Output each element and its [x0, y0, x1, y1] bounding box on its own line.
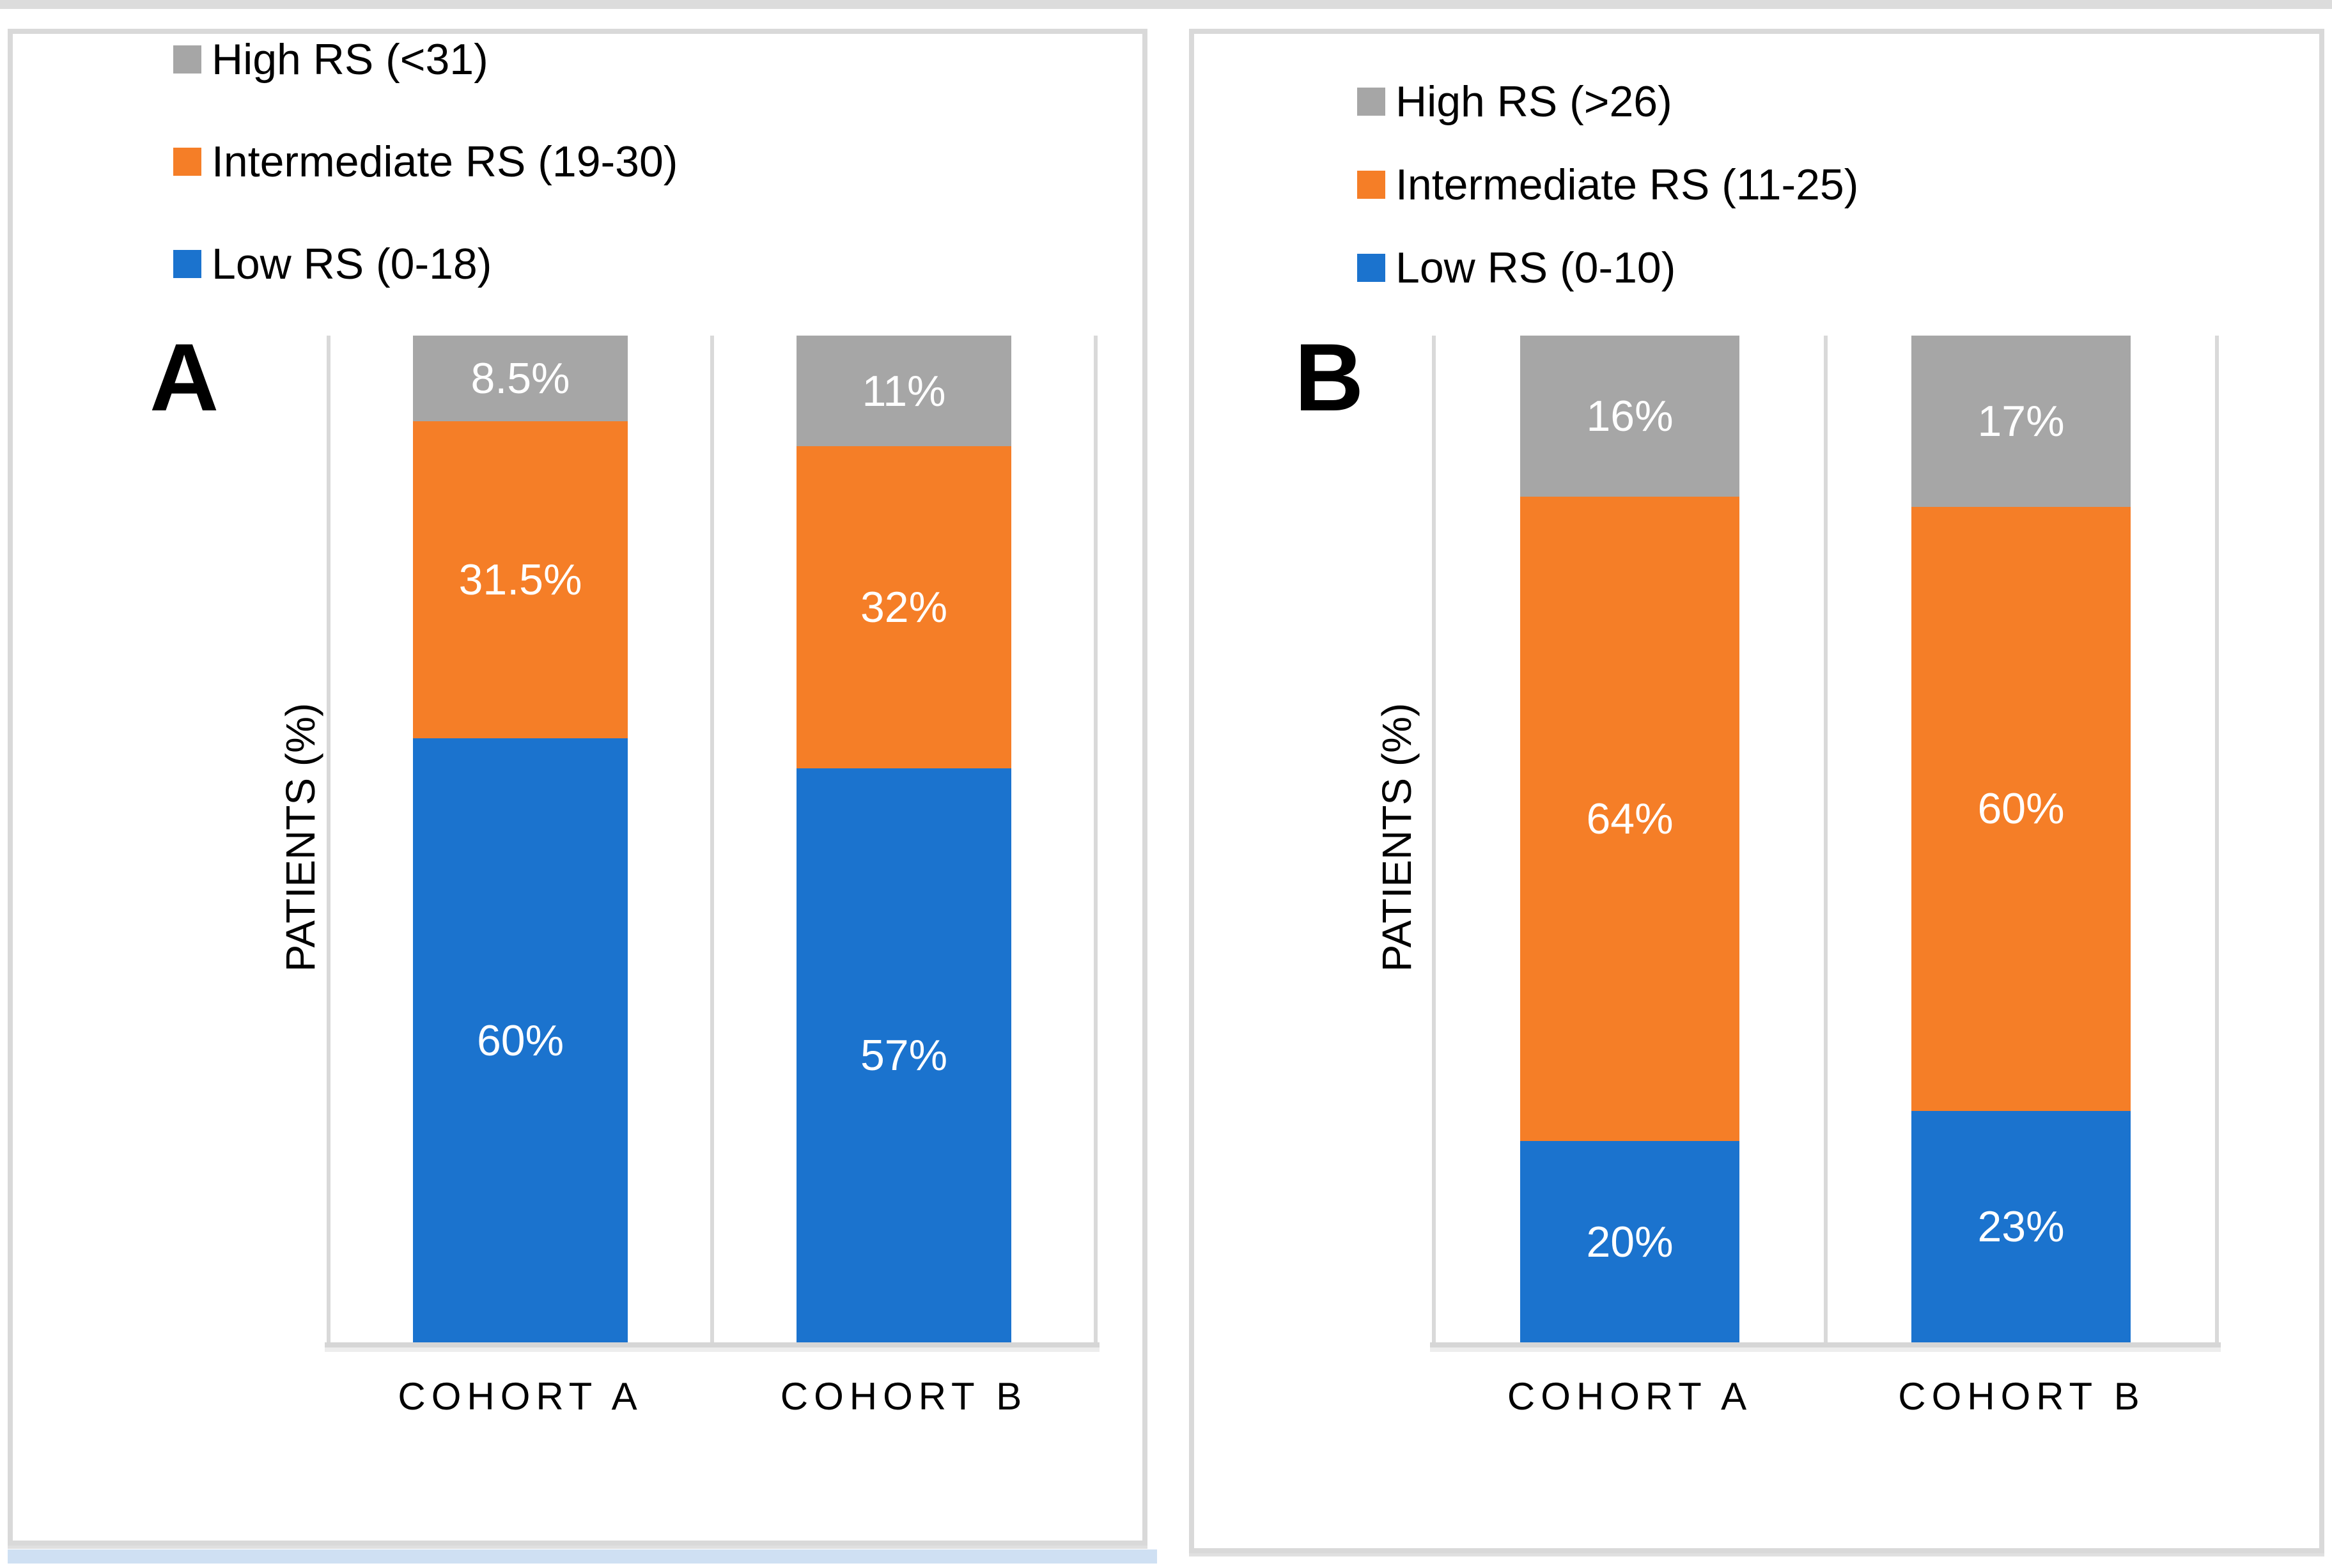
category-label: COHORT A: [1507, 1375, 1753, 1418]
legend-label: Low RS (0-18): [212, 240, 492, 288]
data-label: 60%: [476, 1016, 564, 1065]
legend-item: Low RS (0-10): [1357, 242, 1675, 293]
data-label: 16%: [1586, 392, 1674, 440]
legend-item: Intermediate RS (11-25): [1357, 159, 1858, 210]
legend-item: High RS (>26): [1357, 76, 1672, 127]
legend-item: Intermediate RS (19-30): [173, 136, 678, 187]
legend-swatch-icon: [173, 148, 201, 176]
legend-swatch-icon: [1357, 171, 1385, 199]
x-axis-line: [1430, 1342, 2221, 1347]
x-axis-line: [325, 1342, 1100, 1347]
bar-segment: 60%: [413, 738, 628, 1342]
stacked-bar-cohort-a: 20% 64% 16%: [1520, 336, 1739, 1342]
legend-swatch-icon: [1357, 254, 1385, 282]
legend-item: High RS (<31): [173, 34, 488, 85]
data-label: 11%: [862, 366, 946, 415]
stacked-bar-cohort-a: 60% 31.5% 8.5%: [413, 336, 628, 1342]
category-separator-gridline: [1824, 336, 1828, 1342]
data-label: 31.5%: [458, 555, 582, 604]
plot-area: 60% 31.5% 8.5% 57% 32% 11%: [325, 336, 1100, 1347]
data-label: 57%: [860, 1031, 948, 1080]
data-label: 17%: [1977, 396, 2065, 446]
legend-swatch-icon: [173, 45, 201, 74]
bar-segment: 64%: [1520, 497, 1739, 1141]
figure-panel-a: High RS (<31) Intermediate RS (19-30) Low …: [8, 29, 1147, 1546]
legend-label: High RS (<31): [212, 35, 488, 84]
bar-segment: 20%: [1520, 1141, 1739, 1342]
legend-label: Intermediate RS (11-25): [1395, 160, 1859, 209]
bar-segment: 32%: [797, 446, 1011, 769]
bar-segment: 11%: [797, 336, 1011, 447]
plot-area: 20% 64% 16% 23% 60% 17%: [1430, 336, 2221, 1347]
legend-label: High RS (>26): [1395, 77, 1672, 126]
bar-segment: 8.5%: [413, 336, 628, 421]
bottom-highlight-strip: [8, 1549, 1157, 1564]
data-label: 8.5%: [470, 353, 570, 403]
bar-segment: 23%: [1911, 1110, 2131, 1342]
category-label: COHORT A: [398, 1375, 643, 1418]
bar-segment: 31.5%: [413, 421, 628, 738]
bar-segment: 60%: [1911, 506, 2131, 1111]
category-label: COHORT B: [780, 1375, 1028, 1418]
top-strip: [0, 0, 2332, 9]
category-separator-gridline: [2215, 336, 2219, 1342]
y-axis-title: PATIENTS (%): [277, 702, 323, 972]
bar-segment: 57%: [797, 768, 1011, 1342]
category-label: COHORT B: [1898, 1375, 2145, 1418]
data-label: 64%: [1586, 795, 1674, 843]
panel-letter-a: A: [150, 323, 219, 431]
legend-label: Low RS (0-10): [1395, 244, 1676, 292]
data-label: 32%: [860, 583, 948, 632]
legend-label: Intermediate RS (19-30): [212, 137, 678, 186]
y-axis-title: PATIENTS (%): [1374, 702, 1420, 972]
category-separator-gridline: [1432, 336, 1436, 1342]
legend-swatch-icon: [173, 250, 201, 278]
stacked-bar-cohort-b: 23% 60% 17%: [1911, 336, 2131, 1342]
bar-segment: 16%: [1520, 336, 1739, 497]
data-label: 60%: [1977, 784, 2065, 834]
category-separator-gridline: [327, 336, 330, 1342]
category-separator-gridline: [1094, 336, 1098, 1342]
panel-letter-b: B: [1294, 323, 1364, 431]
figure-panel-b: High RS (>26) Intermediate RS (11-25) Low …: [1189, 29, 2324, 1553]
legend-swatch-icon: [1357, 88, 1385, 116]
legend-item: Low RS (0-18): [173, 238, 492, 290]
bar-segment: 17%: [1911, 336, 2131, 507]
stacked-bar-cohort-b: 57% 32% 11%: [797, 336, 1011, 1342]
category-separator-gridline: [710, 336, 714, 1342]
data-label: 20%: [1586, 1217, 1674, 1266]
data-label: 23%: [1977, 1202, 2065, 1251]
